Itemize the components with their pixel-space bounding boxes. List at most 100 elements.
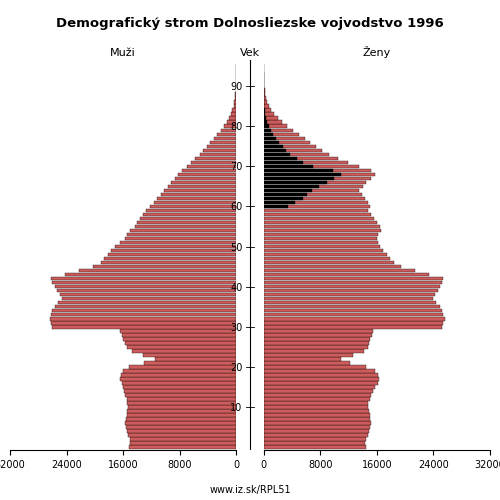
Bar	[191, 160, 236, 164]
Title: Vek: Vek	[240, 48, 260, 58]
Bar	[264, 108, 271, 112]
Bar	[264, 418, 370, 421]
Bar	[264, 261, 394, 264]
Bar	[264, 229, 381, 232]
Bar	[264, 386, 376, 388]
Bar	[264, 325, 442, 328]
Bar	[122, 382, 236, 384]
Bar	[122, 370, 236, 372]
Bar	[264, 144, 282, 148]
Bar	[264, 188, 312, 192]
Bar	[264, 196, 366, 200]
Bar	[264, 160, 348, 164]
Bar	[121, 374, 236, 376]
Bar	[264, 382, 378, 384]
Bar	[264, 277, 444, 280]
Bar	[264, 245, 380, 248]
Bar	[264, 285, 440, 288]
Bar	[264, 152, 328, 156]
Bar	[264, 168, 333, 172]
Bar	[126, 345, 236, 348]
Bar	[264, 410, 369, 413]
Bar	[126, 418, 236, 421]
Bar	[264, 112, 274, 116]
Bar	[235, 96, 236, 100]
Bar	[264, 422, 371, 425]
Bar	[264, 217, 374, 220]
Bar	[120, 241, 236, 244]
Bar	[126, 426, 236, 429]
Bar	[128, 406, 236, 409]
Bar	[264, 398, 370, 400]
Bar	[264, 136, 304, 140]
Bar	[132, 349, 236, 352]
Bar	[264, 192, 362, 196]
Bar	[264, 92, 265, 96]
Bar	[100, 261, 236, 264]
Bar	[264, 100, 267, 104]
Bar	[126, 422, 236, 425]
Bar	[123, 386, 236, 388]
Bar	[264, 120, 282, 124]
Bar	[128, 434, 236, 437]
Text: Demografický strom Dolnosliezske vojvodstvo 1996: Demografický strom Dolnosliezske vojvods…	[56, 18, 444, 30]
Bar	[264, 414, 370, 417]
Bar	[264, 140, 310, 144]
Bar	[94, 265, 236, 268]
Bar	[210, 140, 236, 144]
Bar	[264, 128, 271, 132]
Bar	[129, 365, 236, 368]
Bar	[264, 249, 383, 252]
Bar	[264, 309, 442, 312]
Bar	[264, 317, 444, 320]
Bar	[264, 442, 365, 445]
Bar	[264, 112, 266, 116]
Bar	[122, 333, 236, 336]
Bar	[264, 361, 350, 364]
Bar	[200, 152, 236, 156]
Bar	[196, 156, 236, 160]
Bar	[264, 176, 371, 180]
Bar	[264, 357, 342, 360]
Bar	[226, 120, 236, 124]
Bar	[124, 237, 236, 240]
Bar	[164, 188, 236, 192]
Bar	[264, 297, 432, 300]
Bar	[128, 402, 236, 405]
Bar	[50, 317, 236, 320]
Bar	[144, 361, 236, 364]
Bar	[264, 438, 366, 441]
Bar	[168, 184, 236, 188]
Bar	[264, 132, 274, 136]
Bar	[108, 253, 236, 256]
Bar	[264, 329, 374, 332]
Bar	[111, 249, 236, 252]
Bar	[187, 164, 236, 168]
Bar	[124, 341, 236, 344]
Bar	[264, 221, 377, 224]
Title: Muži: Muži	[110, 48, 136, 58]
Bar	[264, 164, 359, 168]
Bar	[218, 132, 236, 136]
Bar	[146, 209, 236, 212]
Bar	[264, 265, 401, 268]
Bar	[155, 357, 236, 360]
Bar	[264, 289, 438, 292]
Bar	[264, 269, 415, 272]
Bar	[80, 269, 236, 272]
Bar	[123, 337, 236, 340]
Text: www.iz.sk/RPL51: www.iz.sk/RPL51	[209, 485, 291, 495]
Bar	[264, 156, 297, 160]
Bar	[264, 200, 296, 204]
Bar	[130, 229, 236, 232]
Bar	[182, 168, 236, 172]
Bar	[264, 446, 366, 449]
Bar	[150, 204, 236, 208]
Bar	[51, 313, 236, 316]
Bar	[264, 241, 378, 244]
Bar	[264, 136, 276, 140]
Bar	[232, 108, 236, 112]
Bar	[264, 353, 354, 356]
Bar	[264, 301, 436, 304]
Bar	[264, 374, 378, 376]
